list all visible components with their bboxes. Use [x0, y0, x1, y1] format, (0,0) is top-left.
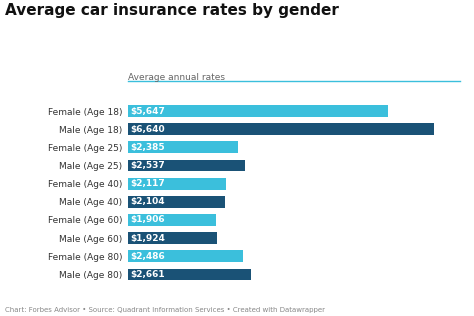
- Bar: [128, 269, 251, 280]
- Text: $2,486: $2,486: [131, 252, 165, 261]
- Text: $2,537: $2,537: [131, 161, 165, 170]
- Text: Chart: Forbes Advisor • Source: Quadrant Information Services • Created with Dat: Chart: Forbes Advisor • Source: Quadrant…: [5, 307, 325, 313]
- Text: Average annual rates: Average annual rates: [128, 73, 225, 82]
- Bar: [128, 142, 238, 153]
- Text: $1,924: $1,924: [131, 234, 165, 243]
- Bar: [128, 196, 225, 208]
- Text: $2,117: $2,117: [131, 179, 165, 188]
- Text: $2,385: $2,385: [131, 143, 165, 152]
- Text: $2,104: $2,104: [131, 197, 165, 206]
- Bar: [128, 160, 245, 172]
- Text: Average car insurance rates by gender: Average car insurance rates by gender: [5, 3, 338, 18]
- Text: $5,647: $5,647: [131, 106, 165, 116]
- Bar: [128, 178, 226, 190]
- Bar: [128, 123, 434, 135]
- Bar: [128, 214, 216, 226]
- Text: $2,661: $2,661: [131, 270, 165, 279]
- Bar: [128, 105, 388, 117]
- Text: $1,906: $1,906: [131, 216, 165, 224]
- Bar: [128, 250, 243, 262]
- Text: $6,640: $6,640: [131, 125, 165, 134]
- Bar: [128, 232, 217, 244]
